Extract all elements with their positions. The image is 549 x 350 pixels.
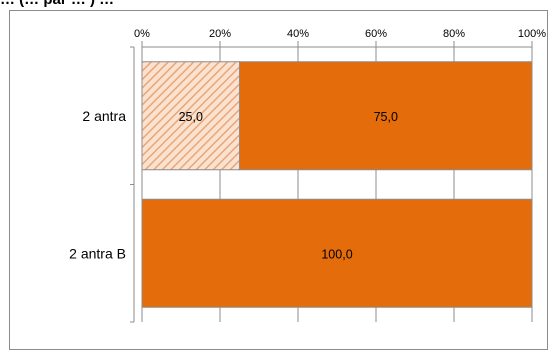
bar-segment <box>141 61 240 171</box>
x-tick-label: 100% <box>518 28 546 40</box>
data-label: 25,0 <box>179 110 203 124</box>
x-tick-label: 60% <box>365 28 387 40</box>
x-tick-label: 20% <box>209 28 231 40</box>
x-tick-label: 80% <box>443 28 465 40</box>
chart-title: … (… par … ) … <box>0 0 114 8</box>
bar-segment <box>239 61 533 171</box>
x-tick-label: 0% <box>134 28 150 40</box>
bar-segment <box>141 198 533 308</box>
data-label: 100,0 <box>321 247 352 261</box>
x-tick-label: 40% <box>287 28 309 40</box>
category-label: 2 antra B <box>69 245 126 261</box>
data-label: 75,0 <box>374 110 398 124</box>
category-label: 2 antra <box>82 108 126 124</box>
